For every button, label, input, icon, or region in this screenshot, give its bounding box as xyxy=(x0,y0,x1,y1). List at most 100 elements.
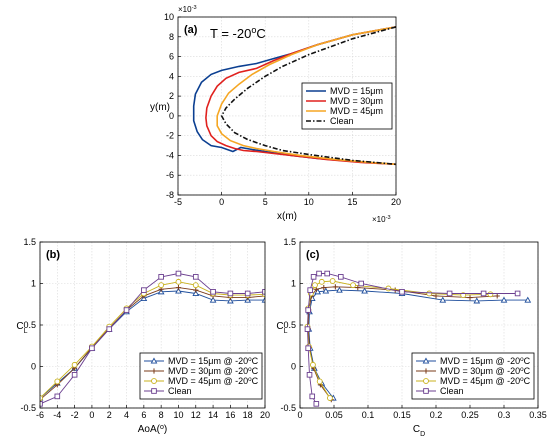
data-point xyxy=(316,270,322,277)
data-point xyxy=(310,361,316,368)
data-point xyxy=(262,289,265,295)
data-point xyxy=(467,295,473,301)
legend-marker xyxy=(150,357,158,364)
data-point xyxy=(338,274,344,280)
x-tick-label: 10 xyxy=(173,410,183,420)
chart-panel-c: 0 0.05 0.1 0.15 0.2 0.25 0.3 0.35-0.500.511.5(c… xyxy=(276,237,546,438)
x-tick-label: 10 xyxy=(304,197,314,207)
data-point xyxy=(487,291,494,298)
chart-panel-a: -5 0 5 10 15 20 -8 -6 -4 -2 0 2 4 6 8 10 (a) x(m) y(m) MVD … xyxy=(150,5,401,224)
legend-entry-label: MVD = 15μm xyxy=(330,86,383,96)
x-tick-label: 2 xyxy=(107,410,112,420)
series-3 xyxy=(216,26,396,166)
x-tick-label: 0.35 xyxy=(529,410,547,420)
legend-entry-label: MVD = 45μm xyxy=(330,106,383,116)
y-tick-label: -2 xyxy=(166,131,174,141)
y-tick-label: 0 xyxy=(169,111,174,121)
axes-frame xyxy=(39,241,266,409)
data-point xyxy=(514,290,521,297)
y-tick-label: -6 xyxy=(166,170,174,180)
y-tick-label: -8 xyxy=(166,190,174,200)
data-point xyxy=(175,287,182,294)
panel-label: (c) xyxy=(306,249,320,261)
data-point xyxy=(327,395,333,401)
data-point xyxy=(329,278,336,284)
legend-marker xyxy=(151,378,157,384)
legend-marker xyxy=(422,357,430,364)
legend-entry-label: Clean xyxy=(330,116,354,126)
temperature-annotation: T = -20oC xyxy=(210,25,266,41)
legend-entry-label: MVD = 45μm @ -20oC xyxy=(440,376,531,387)
legend-entry-label: MVD = 30μm @ -20oC xyxy=(440,366,531,377)
x-tick-label: 12 xyxy=(191,410,201,420)
data-point xyxy=(318,278,325,285)
data-point xyxy=(175,270,182,277)
panel-label: (b) xyxy=(46,249,60,261)
data-point xyxy=(123,307,130,313)
y-tick-label: -0.5 xyxy=(20,403,36,413)
y-tick-label: 8 xyxy=(169,32,174,42)
x-tick-label: 0.15 xyxy=(393,410,411,420)
x-tick-label: -4 xyxy=(53,410,61,420)
y-tick-label: 1.5 xyxy=(23,237,36,247)
series-line xyxy=(192,26,396,166)
y-tick-label: 0 xyxy=(291,362,296,372)
series-2 xyxy=(205,26,396,166)
x-exponent-label: ×10-3 xyxy=(372,215,391,224)
x-tick-label: 0.25 xyxy=(461,410,479,420)
x-tick-label: 4 xyxy=(124,410,129,420)
data-point xyxy=(439,296,447,303)
y-tick-label: 0.5 xyxy=(283,320,296,330)
x-axis-label: CD xyxy=(413,424,425,438)
data-point xyxy=(71,372,78,378)
data-point xyxy=(89,345,95,352)
data-point xyxy=(158,274,164,280)
x-tick-label: 18 xyxy=(243,410,253,420)
data-point xyxy=(175,278,182,285)
y-tick-label: 0.5 xyxy=(23,320,36,330)
data-point xyxy=(321,285,327,291)
data-point xyxy=(361,287,368,294)
data-point xyxy=(336,286,343,293)
data-point xyxy=(350,282,356,289)
axes-frame xyxy=(299,241,539,409)
data-point xyxy=(158,282,165,289)
legend-marker xyxy=(423,378,429,384)
x-tick-label: -2 xyxy=(71,410,79,420)
legend-entry-label: MVD = 15μm @ -20oC xyxy=(440,356,531,367)
series-line xyxy=(216,26,396,166)
data-point xyxy=(426,290,433,297)
data-point xyxy=(316,378,323,385)
series-line xyxy=(40,273,265,405)
axes-frame xyxy=(177,16,397,196)
legend-entry-label: MVD = 45μm @ -20oC xyxy=(168,376,259,387)
x-tick-label: 0.3 xyxy=(498,410,511,420)
y-tick-label: 4 xyxy=(169,71,174,81)
series-4 xyxy=(304,270,521,407)
data-point xyxy=(473,297,481,304)
data-point xyxy=(175,285,182,291)
x-tick-label: 20 xyxy=(260,410,270,420)
y-tick-label: -0.5 xyxy=(280,403,296,413)
legend-entry-label: MVD = 30μm xyxy=(330,96,383,106)
data-point xyxy=(40,401,43,407)
y-tick-label: 1 xyxy=(31,279,36,289)
legend-marker xyxy=(151,388,157,394)
x-tick-label: 0.05 xyxy=(325,410,343,420)
data-point xyxy=(307,287,313,293)
x-tick-label: 0 xyxy=(89,410,94,420)
data-point xyxy=(141,287,147,293)
legend-entry-label: Clean xyxy=(168,386,192,396)
data-point xyxy=(210,289,216,295)
series-1 xyxy=(192,26,396,166)
y-tick-label: -4 xyxy=(166,150,174,160)
data-point xyxy=(480,290,487,297)
x-tick-label: 15 xyxy=(347,197,357,207)
x-axis-label: AoA(o) xyxy=(138,424,167,436)
x-axis-label: x(m) xyxy=(277,211,297,222)
y-axis-label: CL xyxy=(276,321,287,335)
data-point xyxy=(54,393,61,400)
x-tick-label: 0.2 xyxy=(430,410,443,420)
